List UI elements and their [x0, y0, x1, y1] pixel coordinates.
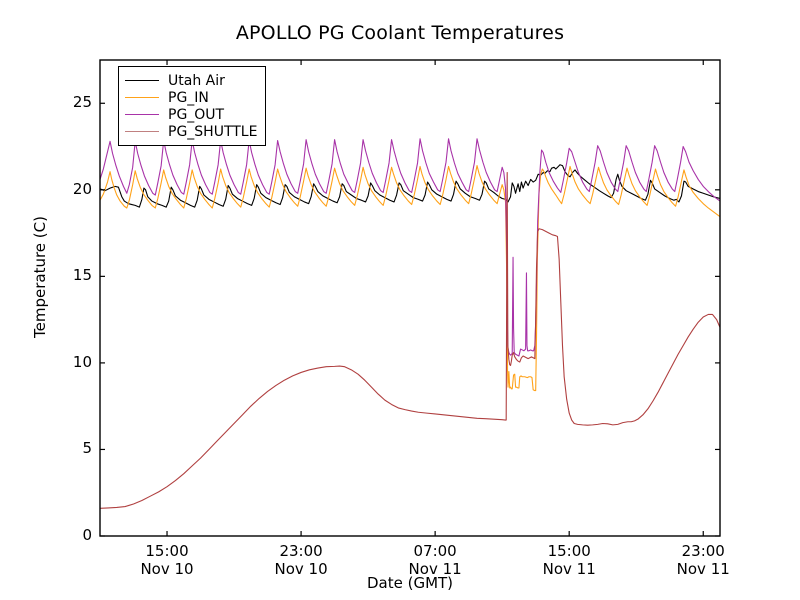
series-line-utah air [100, 164, 720, 208]
plot-frame [99, 59, 721, 537]
y-tick-label: 10 [72, 352, 92, 371]
x-tick-date: Nov 11 [676, 560, 730, 578]
legend-swatch-pg-out [125, 114, 159, 115]
x-tick-date: Nov 10 [274, 560, 328, 578]
x-tick-time: 07:00 [413, 542, 457, 560]
y-tick-label: 20 [72, 179, 92, 198]
x-tick-label: 07:00 Nov 11 [375, 542, 495, 578]
legend-swatch-pg-shuttle [125, 131, 159, 132]
y-tick-label: 25 [72, 93, 92, 112]
y-axis-label: Temperature (C) [31, 216, 49, 338]
series-line-pg-shuttle [100, 171, 720, 509]
x-tick-time: 15:00 [145, 542, 189, 560]
x-tick-time: 23:00 [279, 542, 323, 560]
x-tick-time: 15:00 [547, 542, 591, 560]
x-tick-date: Nov 11 [542, 560, 596, 578]
legend-swatch-pg-in [125, 97, 159, 98]
chart-title: APOLLO PG Coolant Temperatures [235, 22, 565, 44]
legend-label: PG_SHUTTLE [168, 123, 258, 140]
series-line-pg-out [100, 138, 720, 357]
legend-item: Utah Air [125, 72, 257, 89]
x-tick-date: Nov 10 [140, 560, 194, 578]
legend-label: PG_OUT [168, 106, 225, 123]
y-tick-label: 15 [72, 266, 92, 285]
x-tick-label: 15:00 Nov 11 [509, 542, 629, 578]
legend-item: PG_OUT [125, 106, 257, 123]
legend-item: PG_SHUTTLE [125, 123, 257, 140]
chart-legend: Utah Air PG_IN PG_OUT PG_SHUTTLE [118, 66, 267, 146]
legend-swatch-utah-air [125, 80, 159, 81]
x-tick-label: 23:00 Nov 10 [241, 542, 361, 578]
legend-label: PG_IN [168, 89, 209, 106]
y-tick-label: 0 [82, 526, 92, 544]
series-group [100, 138, 720, 509]
x-tick-label: 23:00 Nov 11 [643, 542, 763, 578]
series-line-pg-in [100, 165, 720, 392]
x-tick-date: Nov 11 [408, 560, 462, 578]
x-tick-label: 15:00 Nov 10 [107, 542, 227, 578]
legend-item: PG_IN [125, 89, 257, 106]
legend-label: Utah Air [168, 72, 225, 89]
y-tick-label: 5 [82, 439, 92, 458]
y-axis-ticks: 0 5 10 15 20 25 [48, 0, 92, 600]
x-tick-time: 23:00 [681, 542, 725, 560]
x-axis-label: Date (GMT) [366, 574, 454, 592]
